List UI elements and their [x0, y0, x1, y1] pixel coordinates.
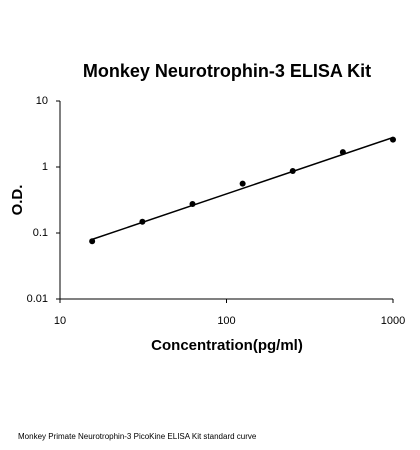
x-tick-label: 1000 — [381, 315, 405, 327]
data-point — [239, 180, 246, 187]
data-point — [139, 218, 146, 225]
x-tick-label: 10 — [54, 315, 66, 327]
chart-title: Monkey Neurotrophin-3 ELISA Kit — [83, 61, 371, 81]
data-point — [289, 167, 296, 174]
y-tick-label: 1 — [42, 161, 48, 173]
y-tick-label: 0.01 — [27, 293, 48, 305]
caption: Monkey Primate Neurotrophin-3 PicoKine E… — [18, 432, 257, 441]
data-point — [89, 238, 96, 245]
data-point — [339, 149, 346, 156]
data-point — [390, 136, 396, 143]
x-tick-label: 100 — [217, 315, 235, 327]
y-axis-label: O.D. — [9, 185, 26, 216]
y-tick-label: 10 — [36, 95, 48, 107]
trendline — [91, 136, 394, 241]
data-point — [189, 201, 196, 208]
y-tick-label: 0.1 — [33, 227, 48, 239]
x-axis-label: Concentration(pg/ml) — [151, 337, 303, 354]
